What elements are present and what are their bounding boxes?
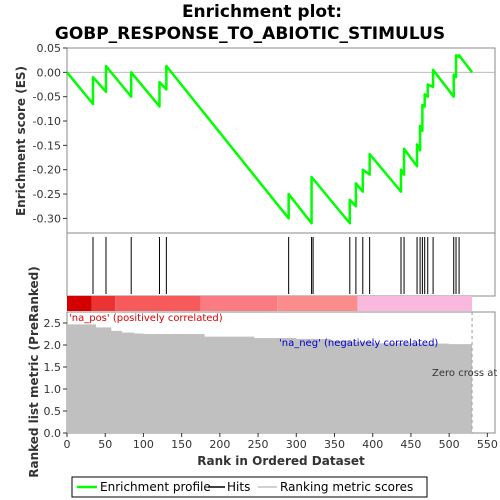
x-tick-label: 100 [133, 438, 154, 451]
legend: Enrichment profile Hits Ranking metric s… [71, 476, 428, 498]
chart-title-line1: Enrichment plot: [182, 2, 342, 22]
legend-metric-label: Ranking metric scores [280, 480, 413, 494]
metric-axis-label: Ranked list metric (PreRanked) [27, 266, 41, 478]
legend-hits-label: Hits [227, 480, 250, 494]
metric-ytick-label: 1.0 [44, 383, 62, 396]
metric-ytick-label: 1.5 [44, 361, 62, 374]
es-ytick-label: 0.05 [37, 42, 62, 55]
x-axis-label: Rank in Ordered Dataset [197, 454, 365, 468]
hits-panel [66, 232, 496, 311]
es-ytick-label: -0.30 [33, 212, 61, 225]
metric-ytick-label: 2.0 [44, 339, 62, 352]
x-tick-label: 550 [477, 438, 498, 451]
es-ytick-label: -0.10 [33, 115, 61, 128]
x-tick-label: 350 [324, 438, 345, 451]
x-tick-label: 150 [171, 438, 192, 451]
x-tick-label: 300 [286, 438, 307, 451]
neg-corr-label: 'na_neg' (negatively correlated) [279, 338, 438, 349]
es-ytick-label: 0.00 [37, 66, 62, 79]
legend-enrichment-label: Enrichment profile [100, 480, 211, 494]
zero-cross-label: Zero cross at 530 [432, 368, 500, 379]
x-tick-label: 200 [209, 438, 230, 451]
x-tick-label: 250 [248, 438, 269, 451]
ranking-metric-area [67, 324, 473, 433]
es-ytick-label: -0.20 [33, 164, 61, 177]
x-tick-label: 400 [362, 438, 383, 451]
es-axis-label: Enrichment score (ES) [14, 66, 28, 216]
metric-panel: 0.0 0.5 1.0 1.5 2.0 2.5 'na_pos' (positively … [27, 266, 500, 478]
heat-segment [357, 296, 473, 311]
es-ytick-label: -0.25 [33, 188, 61, 201]
enrichment-profile-line [66, 54, 474, 225]
heat-segment [277, 296, 358, 311]
metric-ytick-label: 0.0 [44, 427, 62, 440]
x-tick-label: 0 [64, 438, 71, 451]
es-ytick-label: -0.15 [33, 139, 61, 152]
x-tick-label: 450 [400, 438, 421, 451]
es-ytick-label: -0.05 [33, 91, 61, 104]
metric-ytick-label: 2.5 [44, 317, 62, 330]
heat-segment [200, 296, 278, 311]
metric-ytick-label: 0.5 [44, 405, 62, 418]
heat-segment [67, 296, 92, 311]
x-tick-label: 50 [98, 438, 112, 451]
legend-box [71, 476, 428, 498]
heat-segment [115, 296, 201, 311]
chart-title-line2: GOBP_RESPONSE_TO_ABIOTIC_STIMULUS [55, 24, 445, 44]
x-tick-label: 500 [439, 438, 460, 451]
hits-area [66, 232, 496, 297]
heat-segment [91, 296, 116, 311]
es-panel: 0.05 0.00 -0.05 -0.10 -0.15 -0.20 -0.25 -0.30 E… [14, 42, 496, 234]
es-plot-area [66, 47, 496, 234]
pos-corr-label: 'na_pos' (positively correlated) [69, 313, 223, 324]
